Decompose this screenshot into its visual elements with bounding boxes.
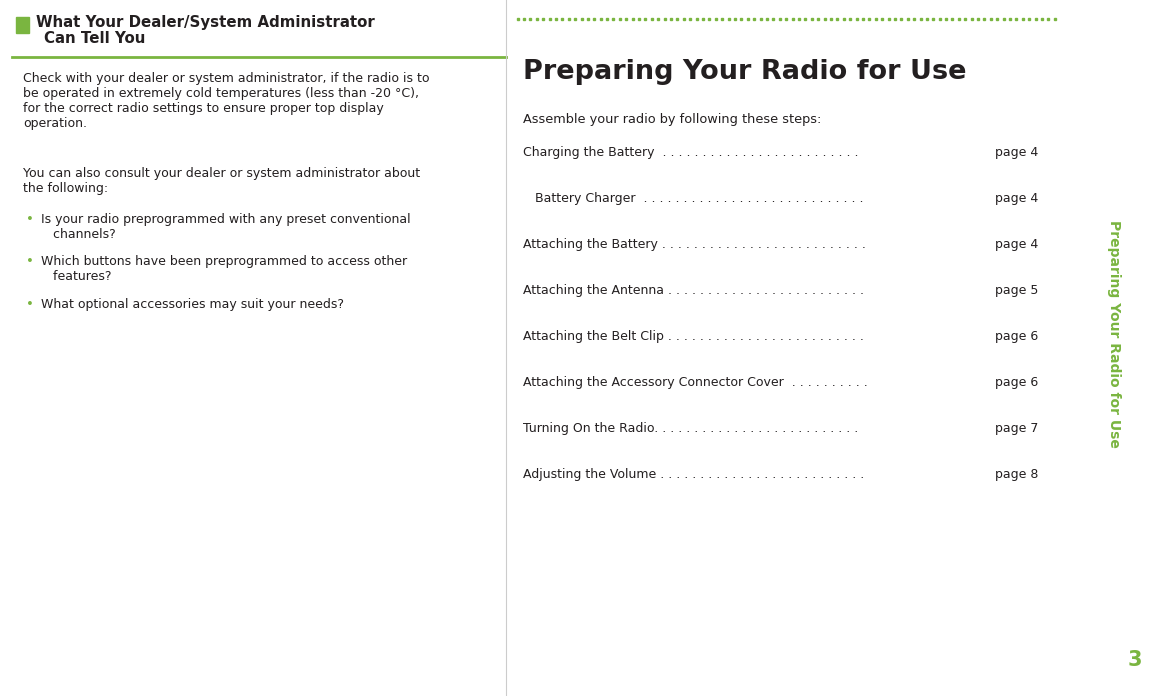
Text: Attaching the Accessory Connector Cover  . . . . . . . . . .: Attaching the Accessory Connector Cover … [523, 376, 868, 389]
Text: Battery Charger  . . . . . . . . . . . . . . . . . . . . . . . . . . . .: Battery Charger . . . . . . . . . . . . … [523, 192, 864, 205]
Text: page 4: page 4 [996, 238, 1039, 251]
Text: page 8: page 8 [996, 468, 1039, 481]
Text: •: • [26, 213, 34, 226]
Text: •: • [26, 298, 34, 311]
Text: page 5: page 5 [996, 284, 1039, 297]
Text: You can also consult your dealer or system administrator about
the following:: You can also consult your dealer or syst… [23, 167, 420, 195]
Text: Is your radio preprogrammed with any preset conventional
   channels?: Is your radio preprogrammed with any pre… [41, 213, 411, 241]
Text: Attaching the Antenna . . . . . . . . . . . . . . . . . . . . . . . . .: Attaching the Antenna . . . . . . . . . … [523, 284, 864, 297]
Text: page 7: page 7 [996, 422, 1039, 435]
Text: Preparing Your Radio for Use: Preparing Your Radio for Use [523, 59, 966, 85]
Text: Preparing Your Radio for Use: Preparing Your Radio for Use [1107, 220, 1121, 448]
Text: page 6: page 6 [996, 376, 1039, 389]
Bar [16, 17, 29, 33]
Text: 3: 3 [1128, 649, 1142, 670]
Text: What Your Dealer/System Administrator: What Your Dealer/System Administrator [36, 15, 374, 30]
Text: Can Tell You: Can Tell You [44, 31, 145, 46]
Text: Charging the Battery  . . . . . . . . . . . . . . . . . . . . . . . . .: Charging the Battery . . . . . . . . . .… [523, 146, 858, 159]
Text: page 4: page 4 [996, 146, 1039, 159]
Text: page 6: page 6 [996, 330, 1039, 343]
Text: Adjusting the Volume . . . . . . . . . . . . . . . . . . . . . . . . . .: Adjusting the Volume . . . . . . . . . .… [523, 468, 864, 481]
Text: •: • [26, 255, 34, 268]
Text: Assemble your radio by following these steps:: Assemble your radio by following these s… [523, 113, 822, 126]
Text: Attaching the Belt Clip . . . . . . . . . . . . . . . . . . . . . . . . .: Attaching the Belt Clip . . . . . . . . … [523, 330, 864, 343]
Text: What optional accessories may suit your needs?: What optional accessories may suit your … [41, 298, 344, 311]
Text: Which buttons have been preprogrammed to access other
   features?: Which buttons have been preprogrammed to… [41, 255, 407, 283]
Text: Check with your dealer or system administrator, if the radio is to
be operated i: Check with your dealer or system adminis… [23, 72, 430, 129]
Text: Turning On the Radio. . . . . . . . . . . . . . . . . . . . . . . . . .: Turning On the Radio. . . . . . . . . . … [523, 422, 858, 435]
Text: page 4: page 4 [996, 192, 1039, 205]
Text: Attaching the Battery . . . . . . . . . . . . . . . . . . . . . . . . . .: Attaching the Battery . . . . . . . . . … [523, 238, 866, 251]
